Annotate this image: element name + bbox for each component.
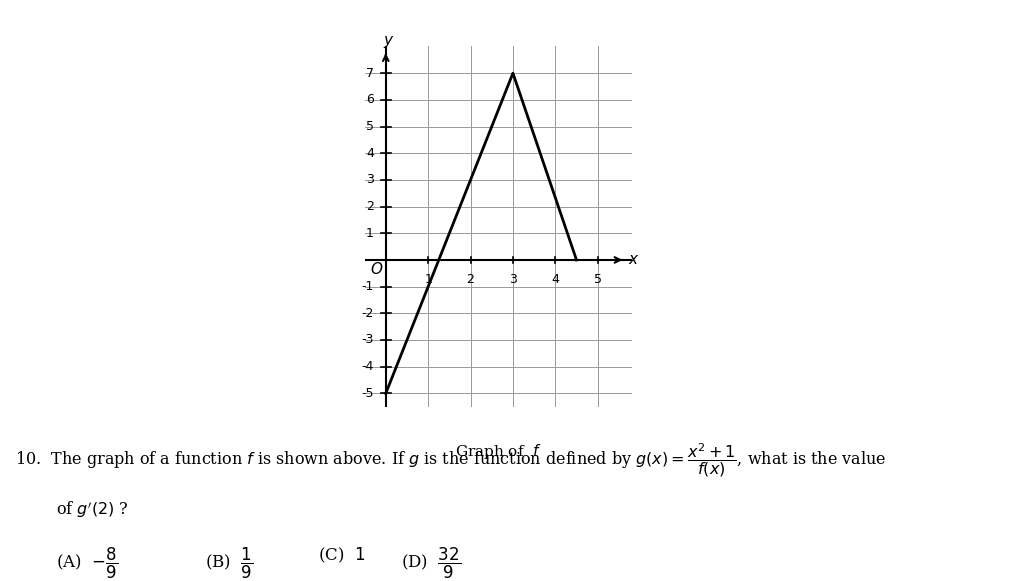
Text: 10.  The graph of a function $f$ is shown above. If $g$ is the function defined : 10. The graph of a function $f$ is shown… [15, 442, 887, 479]
Text: of $g'(2)$ ?: of $g'(2)$ ? [56, 500, 129, 520]
Text: 5: 5 [594, 273, 602, 286]
Text: -1: -1 [362, 280, 374, 293]
Text: $y$: $y$ [383, 34, 395, 51]
Text: Graph of  $f$: Graph of $f$ [455, 442, 541, 461]
Text: 6: 6 [366, 94, 374, 106]
Text: $x$: $x$ [629, 252, 640, 267]
Text: 5: 5 [366, 120, 374, 133]
Text: -2: -2 [362, 307, 374, 320]
Text: -3: -3 [362, 333, 374, 346]
Text: 3: 3 [509, 273, 517, 286]
Text: -5: -5 [362, 387, 374, 400]
Text: (A)  $-\dfrac{8}{9}$: (A) $-\dfrac{8}{9}$ [56, 546, 118, 581]
Text: (B)  $\dfrac{1}{9}$: (B) $\dfrac{1}{9}$ [205, 546, 254, 581]
Text: 3: 3 [366, 173, 374, 187]
Text: (D)  $\dfrac{32}{9}$: (D) $\dfrac{32}{9}$ [401, 546, 460, 581]
Text: 1: 1 [366, 227, 374, 240]
Text: 4: 4 [551, 273, 560, 286]
Text: 2: 2 [466, 273, 474, 286]
Text: 1: 1 [424, 273, 432, 286]
Text: 4: 4 [366, 147, 374, 160]
Text: (C)  $1$: (C) $1$ [318, 546, 366, 565]
Text: -4: -4 [362, 360, 374, 373]
Text: $O$: $O$ [370, 261, 383, 277]
Text: 7: 7 [366, 67, 374, 80]
Text: 2: 2 [366, 200, 374, 213]
